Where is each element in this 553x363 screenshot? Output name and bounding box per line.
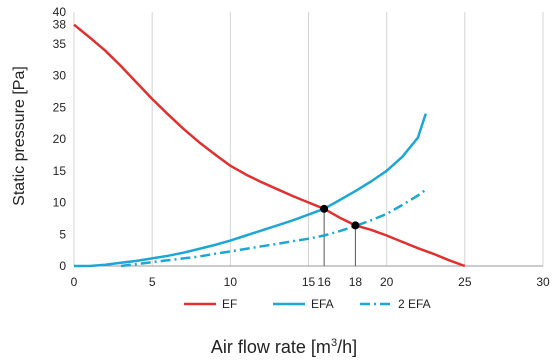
x-tick-label-10: 10: [224, 275, 238, 289]
y-tick-label-10: 10: [53, 196, 67, 210]
x-tick-label-0: 0: [71, 275, 78, 289]
legend-label-2: EFA: [311, 297, 334, 311]
legend-label-3: 2 EFA: [398, 297, 431, 311]
y-tick-label-30: 30: [53, 69, 67, 83]
series-line-3: [120, 188, 427, 268]
series-line-2: [74, 113, 427, 268]
marker-point-1: [320, 204, 329, 213]
x-axis-title-main: Air flow rate [m: [211, 337, 331, 357]
y-tick-label-38: 38: [53, 18, 67, 32]
x-tick-label-30: 30: [536, 275, 550, 289]
marker-drop-lines: [323, 208, 356, 266]
x-axis-title-sup: 3: [331, 337, 337, 349]
x-tick-label-18: 18: [349, 275, 363, 289]
grid: [73, 12, 544, 266]
x-tick-label-25: 25: [458, 275, 472, 289]
x-tick-labels: 0 5 10 15 16 18 20 25 30: [71, 275, 550, 289]
y-tick-label-0: 0: [59, 259, 66, 273]
y-tick-label-25: 25: [53, 100, 67, 114]
x-tick-label-20: 20: [380, 275, 394, 289]
x-axis-title-tail: /h]: [337, 337, 357, 357]
y-axis-title: Static pressure [Pa]: [11, 66, 28, 206]
x-axis-title: Air flow rate [m3/h]: [211, 337, 357, 357]
series-line-1: [73, 23, 466, 268]
legend: EF EFA 2 EFA: [184, 297, 431, 311]
y-tick-label-20: 20: [53, 132, 67, 146]
x-tick-label-15: 15: [302, 275, 316, 289]
series: [73, 23, 466, 268]
y-tick-label-40: 40: [53, 5, 67, 19]
x-tick-label-16: 16: [317, 275, 331, 289]
marker-point-2: [351, 221, 360, 230]
markers: [320, 204, 360, 230]
legend-label-1: EF: [222, 297, 237, 311]
y-tick-label-15: 15: [53, 164, 67, 178]
y-tick-label-35: 35: [53, 37, 67, 51]
x-tick-label-5: 5: [149, 275, 156, 289]
y-tick-label-5: 5: [59, 227, 66, 241]
